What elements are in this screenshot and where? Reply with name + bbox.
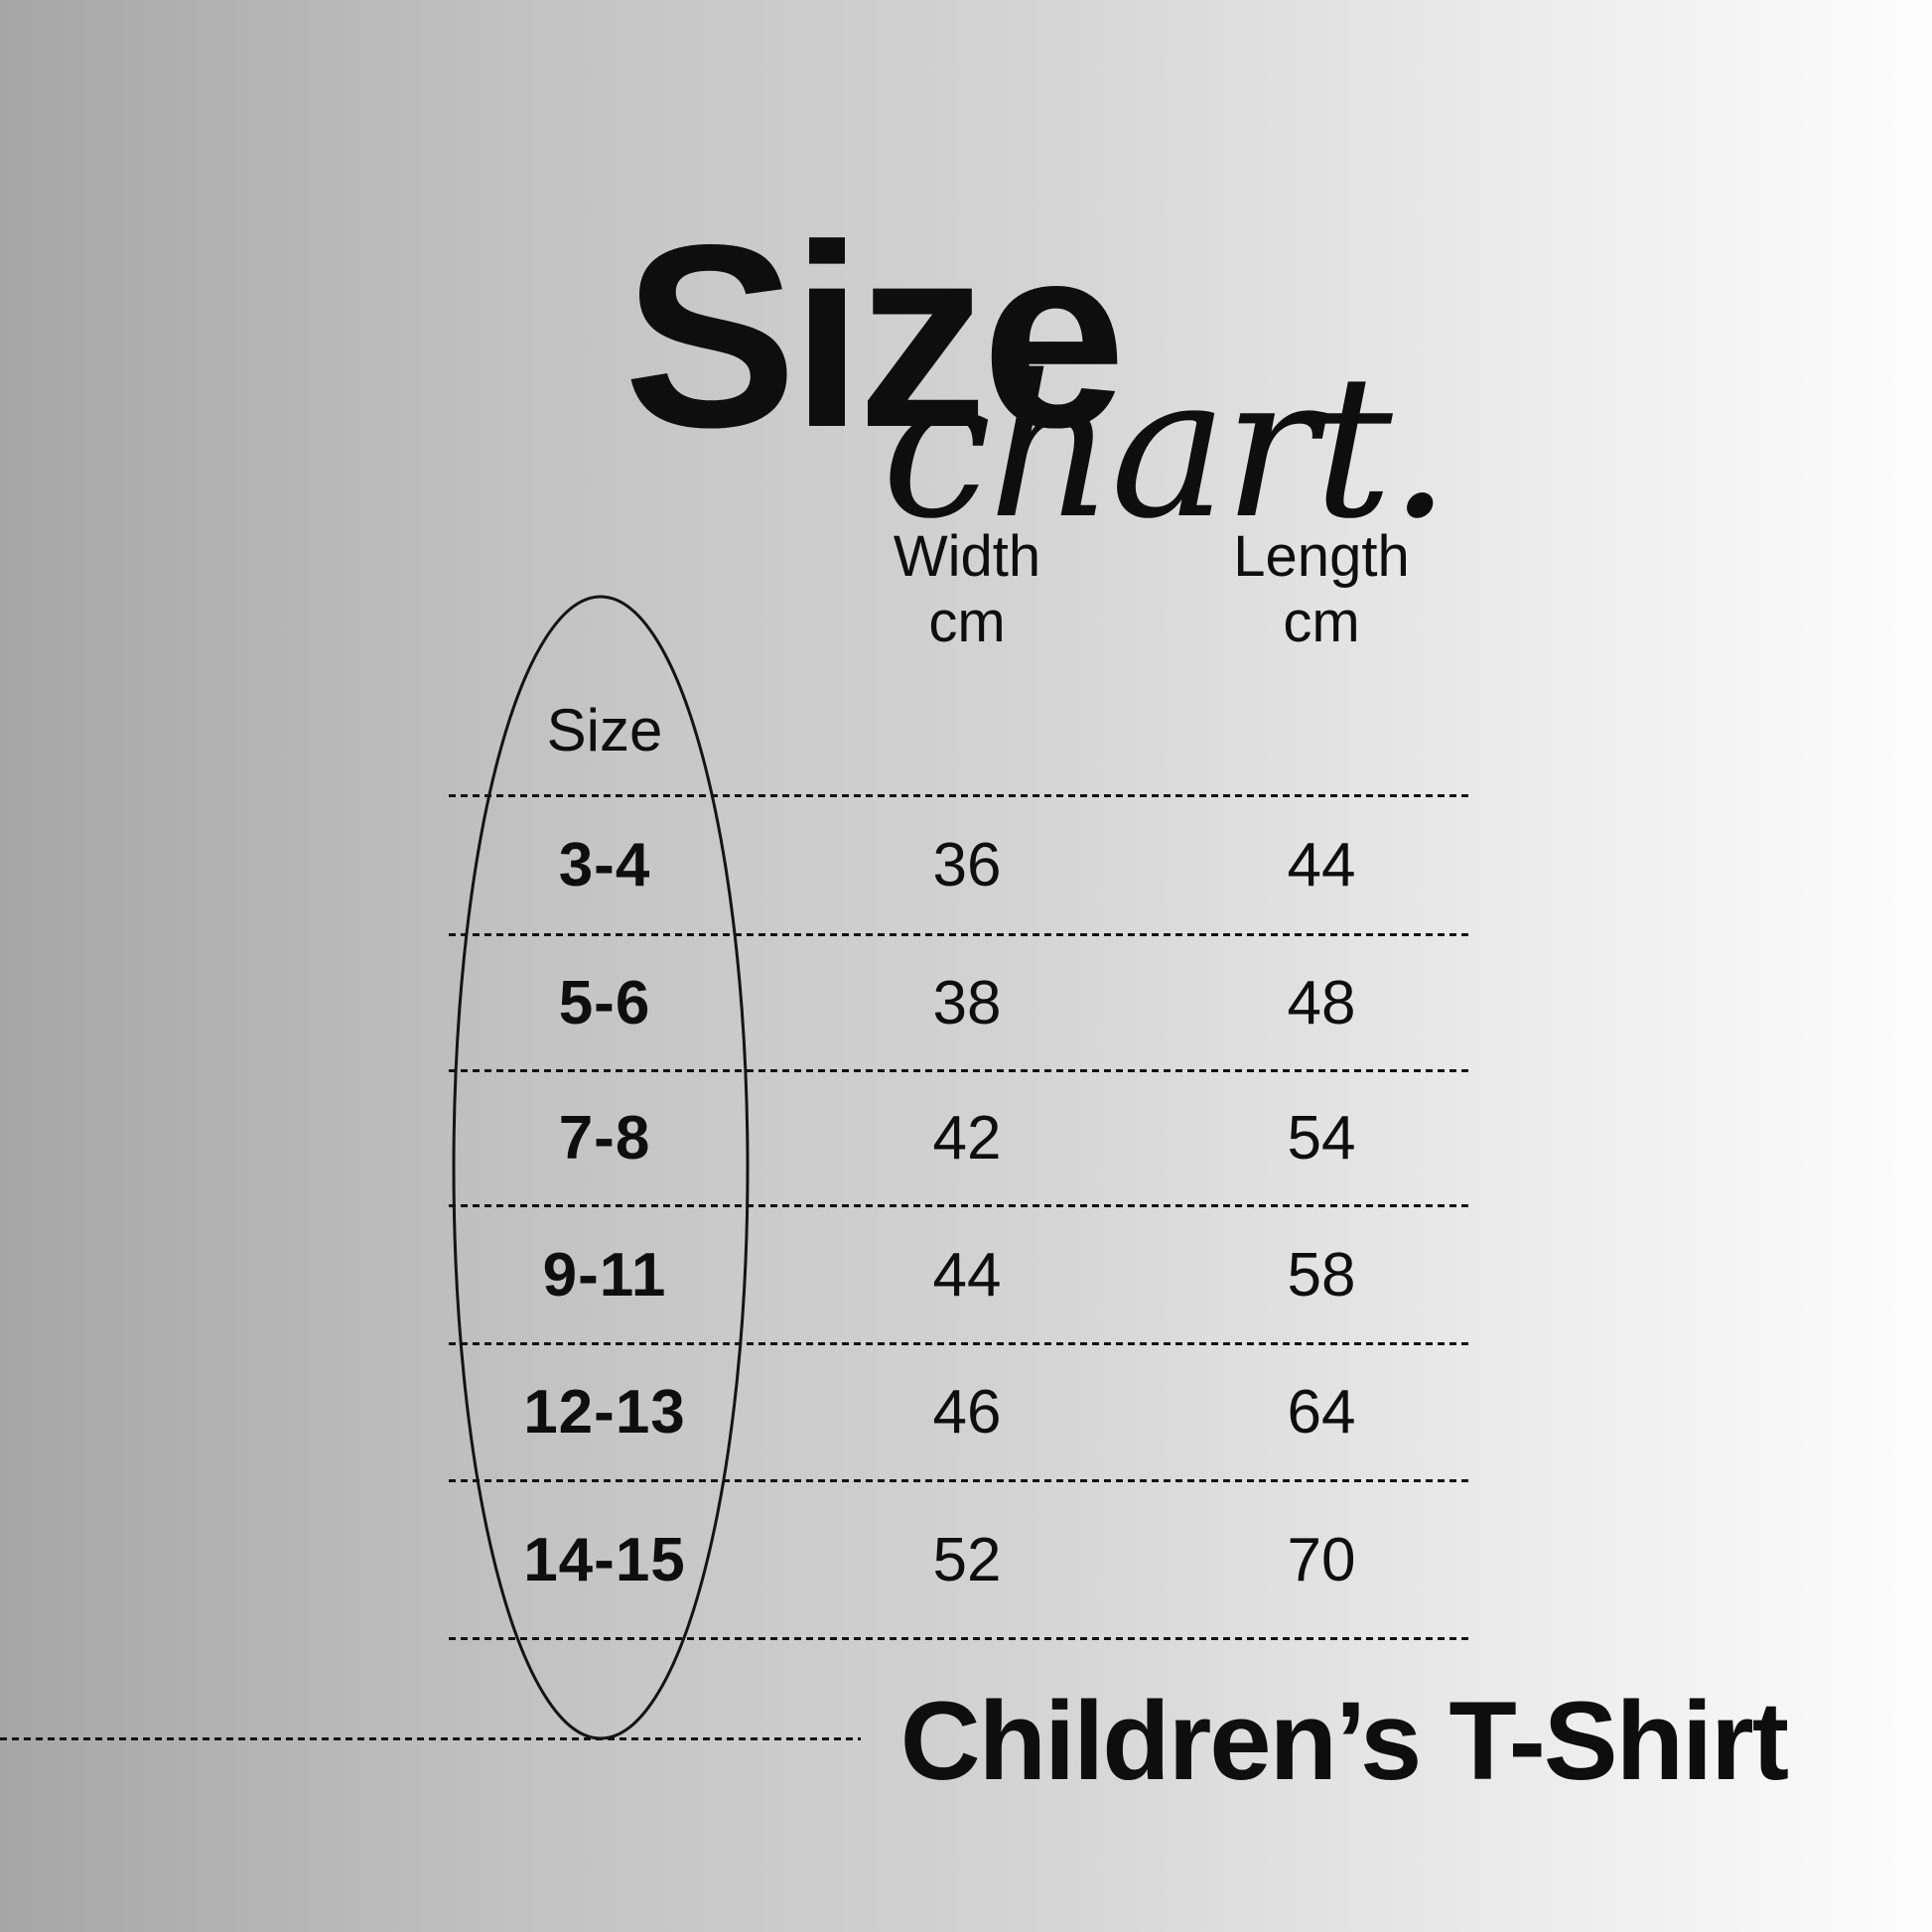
column-header-size: Size bbox=[546, 697, 663, 763]
length-cell: 64 bbox=[1287, 1378, 1356, 1447]
product-label: Children’s T-Shirt bbox=[899, 1679, 1789, 1803]
size-cell: 7-8 bbox=[558, 1104, 651, 1173]
table-row: 14-15 52 70 bbox=[449, 1482, 1469, 1637]
row-divider bbox=[449, 933, 1469, 936]
width-cell: 44 bbox=[932, 1240, 1002, 1310]
width-cell: 38 bbox=[932, 968, 1002, 1037]
column-header-length-label: Length bbox=[1233, 524, 1410, 589]
length-cell: 70 bbox=[1287, 1525, 1356, 1594]
width-cell: 52 bbox=[932, 1525, 1002, 1594]
row-divider bbox=[449, 1204, 1469, 1207]
table-row: 5-6 38 48 bbox=[449, 936, 1469, 1069]
page-title: Size bbox=[623, 191, 1126, 482]
length-cell: 44 bbox=[1287, 831, 1356, 899]
width-cell: 36 bbox=[932, 831, 1002, 899]
row-divider bbox=[449, 1479, 1469, 1482]
width-cell: 46 bbox=[932, 1378, 1002, 1447]
row-divider bbox=[449, 794, 1469, 797]
size-cell: 12-13 bbox=[523, 1378, 686, 1447]
row-divider bbox=[449, 1069, 1469, 1072]
row-divider bbox=[449, 1637, 1469, 1640]
column-header-width-unit: cm bbox=[928, 590, 1006, 654]
length-cell: 54 bbox=[1287, 1104, 1356, 1173]
length-cell: 58 bbox=[1287, 1240, 1356, 1310]
size-cell: 9-11 bbox=[542, 1240, 667, 1310]
table-row: 12-13 46 64 bbox=[449, 1345, 1469, 1479]
size-table: Size Width cm Length cm 3-4 36 44 5-6 38… bbox=[449, 516, 1469, 1640]
width-cell: 42 bbox=[932, 1104, 1002, 1173]
length-cell: 48 bbox=[1287, 968, 1356, 1037]
column-header-length: Length cm bbox=[1173, 516, 1469, 655]
row-divider bbox=[449, 1342, 1469, 1345]
table-row: 3-4 36 44 bbox=[449, 797, 1469, 933]
column-header-width-label: Width bbox=[893, 524, 1041, 589]
size-cell: 14-15 bbox=[523, 1525, 686, 1594]
page-title-script: chart. bbox=[882, 333, 1451, 562]
bottom-dashed-rule bbox=[0, 1737, 861, 1740]
size-cell: 5-6 bbox=[558, 968, 651, 1037]
column-header-width: Width cm bbox=[760, 516, 1173, 655]
table-row: 9-11 44 58 bbox=[449, 1207, 1469, 1342]
table-row: 7-8 42 54 bbox=[449, 1072, 1469, 1204]
size-cell: 3-4 bbox=[558, 831, 651, 899]
column-header-length-unit: cm bbox=[1283, 590, 1360, 654]
table-header-row: Size Width cm Length cm bbox=[449, 516, 1469, 794]
